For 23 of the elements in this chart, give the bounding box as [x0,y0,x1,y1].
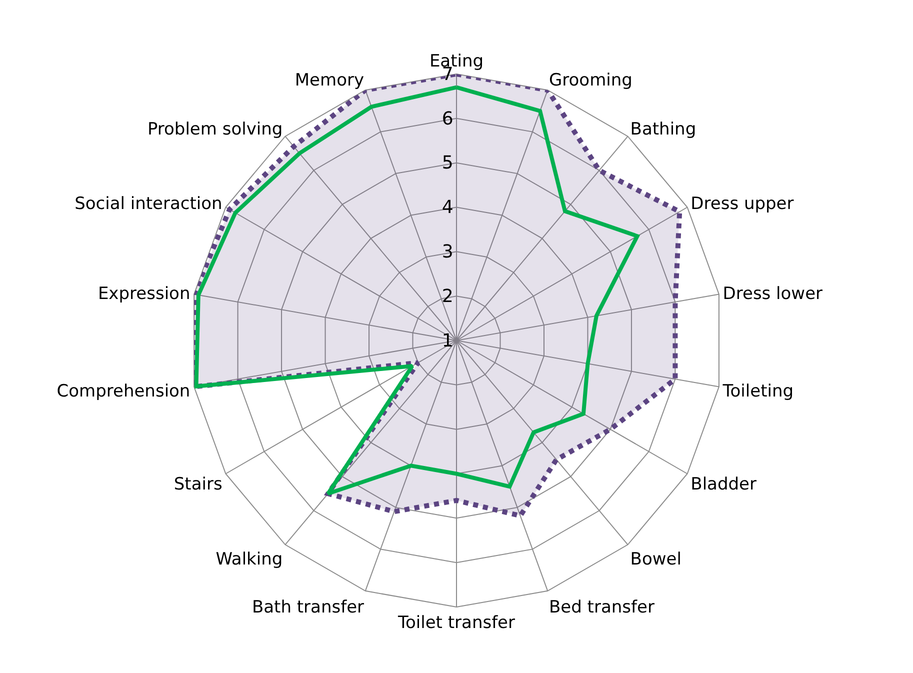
spoke-label: Dress lower [722,284,823,304]
spoke-label: Bed transfer [548,598,654,618]
y-tick-label: 6 [442,108,454,130]
y-tick-label: 3 [442,242,454,263]
spoke-label: Bathing [630,120,696,140]
spoke-label: Dress upper [690,194,794,214]
spoke-label: Toileting [722,381,794,402]
y-tick-label: 2 [442,286,454,307]
spoke-label: Grooming [548,70,632,90]
spoke-label: Expression [98,284,190,304]
spoke-label: Comprehension [56,381,190,402]
spoke-label: Memory [294,70,364,90]
spoke-label: Bladder [690,474,757,494]
spoke-label: Stairs [174,474,222,494]
spoke-label: Problem solving [147,120,283,140]
y-tick-label: 4 [442,197,454,218]
spoke-label: Toilet transfer [396,612,516,633]
spoke-label: Walking [216,549,283,570]
y-tick-label: 5 [442,152,454,174]
spoke-label: Bowel [630,549,682,570]
spoke-label: Bath transfer [252,598,364,618]
spoke-label: Social interaction [74,194,222,214]
y-tick-label: 1 [442,330,454,352]
